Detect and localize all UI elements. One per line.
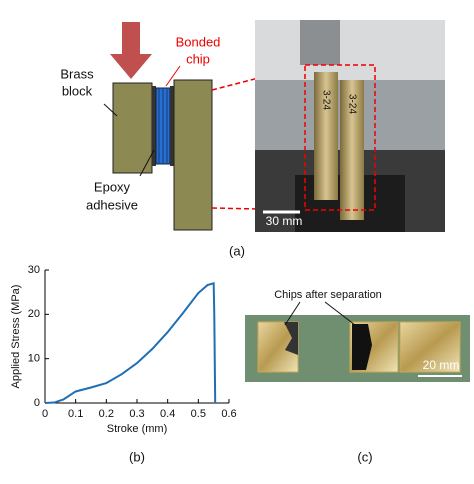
y-tick-label: 0 [34,397,40,409]
schematic: Brass block Bonded chip Epoxy adhesive [60,22,306,231]
label: Brass [60,66,94,81]
leader [165,65,181,87]
x-tick-label: 0.1 [68,408,83,420]
y-tick-label: 30 [28,264,40,276]
x-tick-label: 0.3 [129,408,144,420]
y-axis-label: Applied Stress (MPa) [10,285,22,389]
x-tick-label: 0.4 [160,408,175,420]
x-tick-label: 0.5 [191,408,206,420]
epoxy-left [152,86,156,166]
arrow-head [110,54,152,79]
caption: (c) [357,449,372,464]
y-tick-label: 10 [28,353,40,365]
photo: 3-24 3-24 30 mm [255,20,445,232]
caption: (b) [129,449,145,464]
leader [139,149,155,177]
label: Bonded [176,34,221,49]
label: Chips after separation [274,289,382,301]
arrow-shaft [122,22,140,56]
brass-block-right [173,79,213,231]
brass-block-left [112,82,153,174]
x-tick-label: 0 [42,408,48,420]
x-axis-label: Stroke (mm) [107,423,168,435]
label: Epoxy [94,179,131,194]
label: block [62,83,93,98]
epoxy-right [170,86,174,166]
x-tick-label: 0.2 [99,408,114,420]
scale-bar: 20 mm [423,358,460,372]
leader [103,103,118,117]
stress-chart: 0 10 20 30 0 0.1 0.2 0.3 0.4 0.5 0.6 Stroke (mm) App… [10,264,237,435]
x-tick-label: 0.6 [221,408,236,420]
y-tick-label: 20 [28,308,40,320]
caption: (a) [229,243,245,258]
scale-bar: 30 mm [266,214,303,228]
line [44,281,217,404]
label: chip [186,51,210,66]
photo: Chips after separation 20 mm [245,289,470,382]
label: adhesive [86,197,138,212]
chip-label: 3-24 [320,90,331,110]
chip-label: 3-24 [346,94,357,114]
